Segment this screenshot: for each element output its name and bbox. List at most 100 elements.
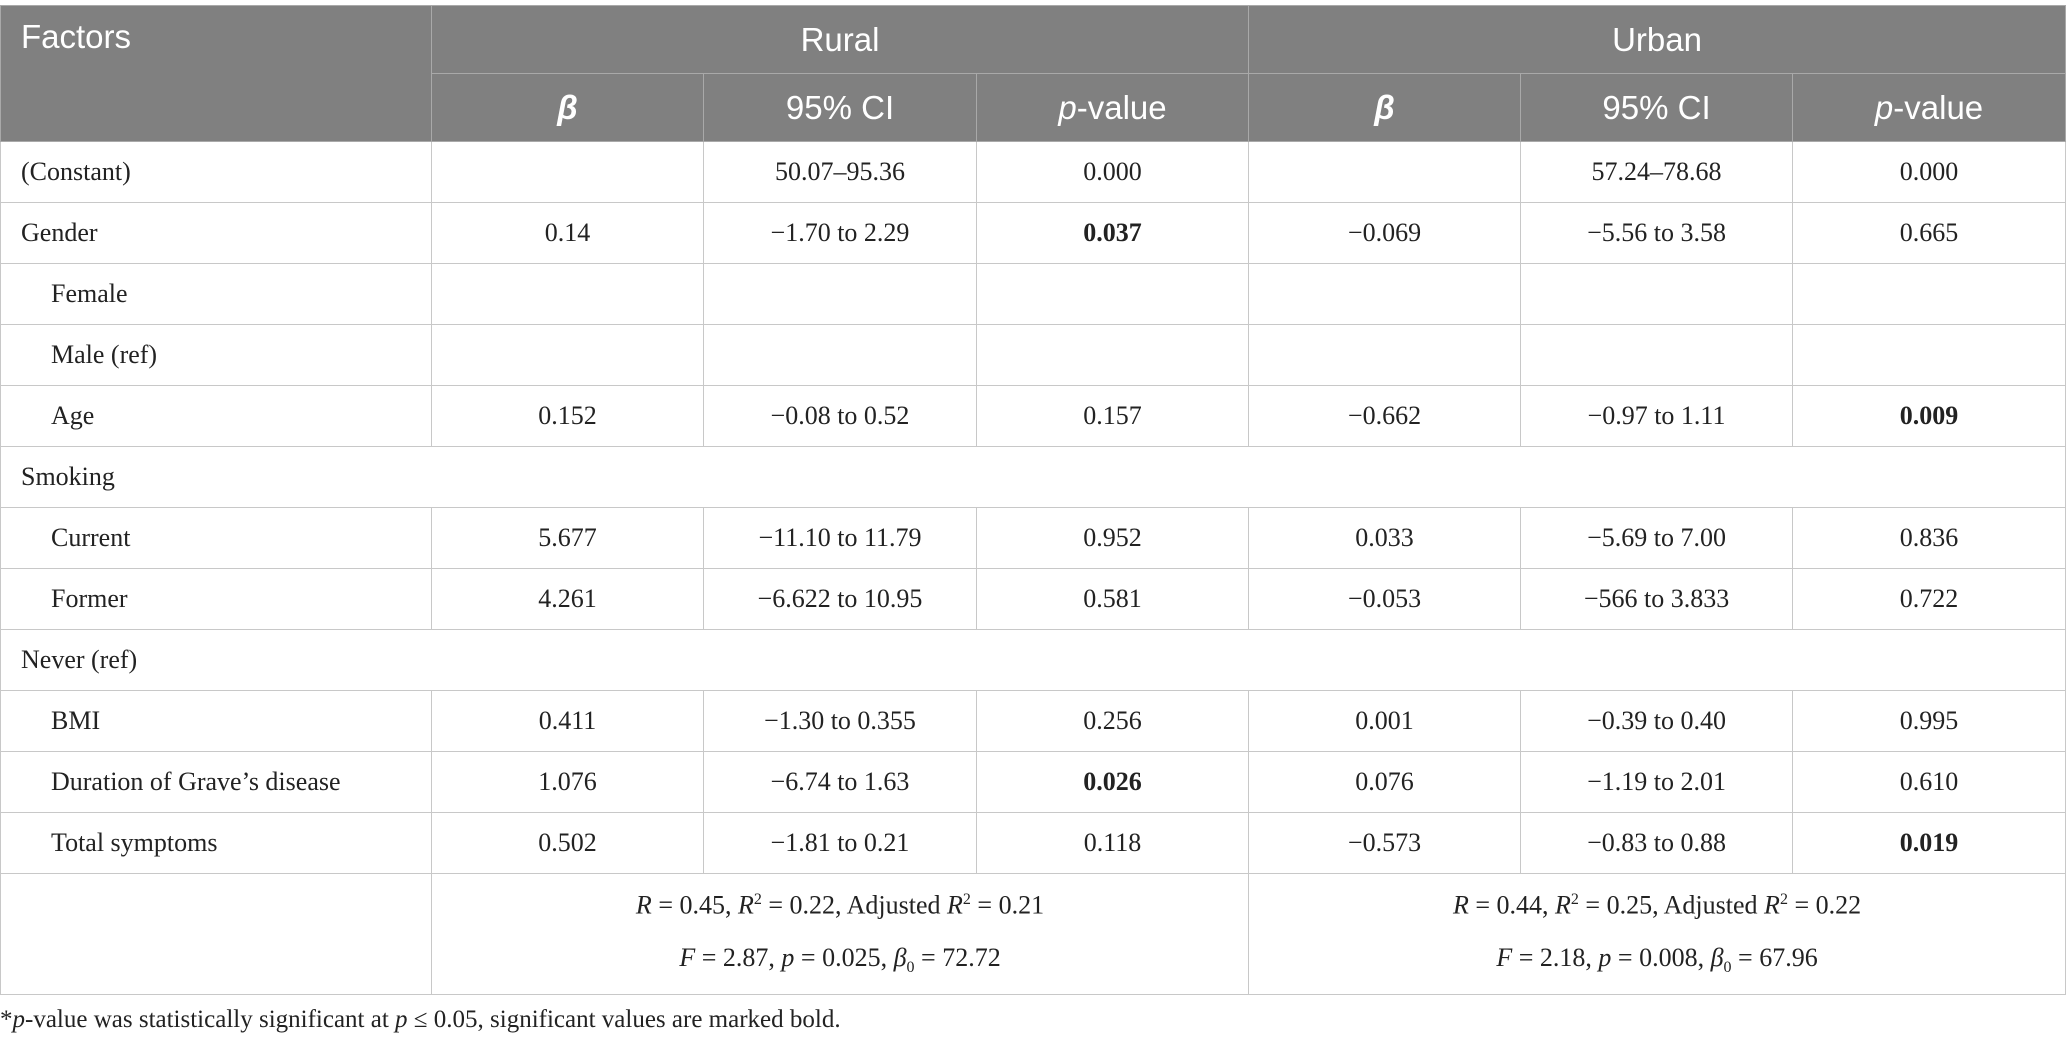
header-urban-pvalue: p-value [1792,73,2067,142]
urban-beta-cell: −0.662 [1248,385,1522,447]
urban-beta-cell: 0.076 [1248,751,1522,813]
table-row: Female [0,263,2067,325]
rural-pvalue-cell: 0.037 [975,202,1250,264]
row-label: Gender [0,202,432,264]
table-row: Total symptoms 0.502 −1.81 to 0.21 0.118 −0.… [0,812,2067,874]
regression-table: Factors Rural Urban β 95% CI p-value β 9… [0,5,2067,995]
rural-beta-cell [431,263,704,325]
table-row: (Constant) 50.07–95.36 0.000 57.24–78.68 0.0… [0,141,2067,203]
rural-ci-cell: −1.70 to 2.29 [703,202,977,264]
urban-beta-cell [1248,141,1522,203]
row-label: Age [0,385,432,447]
table-row: Never (ref) [0,629,2067,691]
table-row: BMI 0.411 −1.30 to 0.355 0.256 0.001 −0.39 to… [0,690,2067,752]
row-label: Never (ref) [0,629,2067,691]
urban-model-stats: R = 0.44, R2 = 0.25, Adjusted R2 = 0.22 … [1248,873,2067,995]
rural-beta-cell: 0.502 [431,812,704,874]
urban-beta-cell [1248,324,1522,386]
table-row: Former 4.261 −6.622 to 10.95 0.581 −0.053 −56… [0,568,2067,630]
table-row: Smoking [0,446,2067,508]
rural-ci-cell [703,263,977,325]
row-label: Male (ref) [0,324,432,386]
rural-ci-cell: −6.74 to 1.63 [703,751,977,813]
model-stats-label [0,873,432,995]
rural-ci-cell: −11.10 to 11.79 [703,507,977,569]
rural-pvalue-cell: 0.118 [975,812,1250,874]
urban-beta-cell: 0.033 [1248,507,1522,569]
table-row: Age 0.152 −0.08 to 0.52 0.157 −0.662 −0.97 to… [0,385,2067,447]
table-row: Gender 0.14 −1.70 to 2.29 0.037 −0.069 −5.56 … [0,202,2067,264]
rural-beta-cell: 5.677 [431,507,704,569]
urban-pvalue-cell: 0.995 [1792,690,2067,752]
rural-beta-cell: 0.152 [431,385,704,447]
header-rural: Rural [430,5,1250,74]
row-label: Current [0,507,432,569]
rural-pvalue-cell: 0.026 [975,751,1250,813]
table-row: Current 5.677 −11.10 to 11.79 0.952 0.033 −5.… [0,507,2067,569]
header-factors: Factors [0,5,432,142]
rural-ci-cell: −6.622 to 10.95 [703,568,977,630]
urban-ci-cell: 57.24–78.68 [1520,141,1794,203]
urban-ci-cell [1520,263,1794,325]
row-label: Former [0,568,432,630]
urban-beta-cell: −0.069 [1248,202,1522,264]
urban-pvalue-cell [1792,324,2067,386]
header-rural-beta: β [431,73,704,142]
rural-pvalue-cell: 0.000 [975,141,1250,203]
table-footnote: *p-value was statistically significant a… [0,1006,841,1033]
table-body: (Constant) 50.07–95.36 0.000 57.24–78.68 0.0… [0,141,2067,995]
urban-ci-cell: −1.19 to 2.01 [1520,751,1794,813]
header-urban-beta: β [1248,73,1522,142]
rural-model-stats: R = 0.45, R2 = 0.22, Adjusted R2 = 0.21 … [430,873,1250,995]
header-urban: Urban [1248,5,2067,74]
urban-pvalue-cell: 0.009 [1792,385,2067,447]
header-rural-pvalue: p-value [975,73,1250,142]
rural-ci-cell: −0.08 to 0.52 [703,385,977,447]
header-urban-ci: 95% CI [1520,73,1794,142]
urban-ci-cell: −0.83 to 0.88 [1520,812,1794,874]
rural-pvalue-cell [975,263,1250,325]
table-row: Duration of Grave’s disease 1.076 −6.74 to… [0,751,2067,813]
row-label: Smoking [0,446,2067,508]
model-stats-row: R = 0.45, R2 = 0.22, Adjusted R2 = 0.21 … [0,873,2067,995]
urban-beta-cell: 0.001 [1248,690,1522,752]
table-row: Male (ref) [0,324,2067,386]
rural-beta-cell: 0.411 [431,690,704,752]
urban-pvalue-cell: 0.722 [1792,568,2067,630]
header-rural-ci: 95% CI [703,73,977,142]
urban-beta-cell: −0.573 [1248,812,1522,874]
rural-beta-cell: 1.076 [431,751,704,813]
urban-pvalue-cell [1792,263,2067,325]
urban-ci-cell [1520,324,1794,386]
urban-beta-cell: −0.053 [1248,568,1522,630]
rural-beta-cell [431,141,704,203]
urban-ci-cell: −566 to 3.833 [1520,568,1794,630]
row-label: BMI [0,690,432,752]
row-label: Female [0,263,432,325]
rural-ci-cell: −1.81 to 0.21 [703,812,977,874]
urban-pvalue-cell: 0.610 [1792,751,2067,813]
urban-beta-cell [1248,263,1522,325]
urban-pvalue-cell: 0.665 [1792,202,2067,264]
rural-ci-cell: −1.30 to 0.355 [703,690,977,752]
row-label: Duration of Grave’s disease [0,751,432,813]
urban-ci-cell: −5.56 to 3.58 [1520,202,1794,264]
table-header: Factors Rural Urban β 95% CI p-value β 9… [0,5,2067,142]
urban-pvalue-cell: 0.019 [1792,812,2067,874]
row-label: Total symptoms [0,812,432,874]
rural-pvalue-cell: 0.256 [975,690,1250,752]
urban-ci-cell: −5.69 to 7.00 [1520,507,1794,569]
urban-pvalue-cell: 0.836 [1792,507,2067,569]
urban-ci-cell: −0.39 to 0.40 [1520,690,1794,752]
rural-pvalue-cell: 0.952 [975,507,1250,569]
row-label: (Constant) [0,141,432,203]
rural-beta-cell: 4.261 [431,568,704,630]
rural-beta-cell [431,324,704,386]
urban-ci-cell: −0.97 to 1.11 [1520,385,1794,447]
rural-pvalue-cell: 0.581 [975,568,1250,630]
rural-pvalue-cell: 0.157 [975,385,1250,447]
urban-pvalue-cell: 0.000 [1792,141,2067,203]
rural-ci-cell [703,324,977,386]
rural-pvalue-cell [975,324,1250,386]
rural-ci-cell: 50.07–95.36 [703,141,977,203]
